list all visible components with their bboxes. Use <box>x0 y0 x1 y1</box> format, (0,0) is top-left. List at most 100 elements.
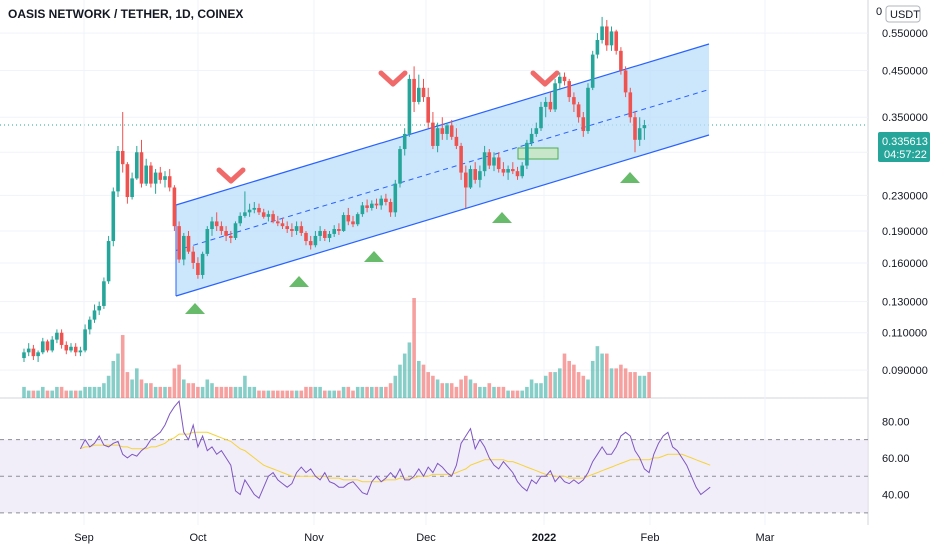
candle-body <box>45 341 50 351</box>
candle <box>478 165 482 188</box>
candle-body <box>637 128 642 140</box>
last-price-value: 0.335613 <box>882 136 928 148</box>
candle-body <box>605 26 609 46</box>
candle-body <box>78 350 83 353</box>
candle <box>177 221 181 263</box>
volume-bar <box>276 390 280 398</box>
volume-bar <box>55 386 59 398</box>
candle-body <box>135 152 139 179</box>
volume-bar <box>614 368 618 398</box>
candle-body <box>261 212 266 217</box>
candle <box>55 329 59 344</box>
volume-bar <box>393 375 398 398</box>
candle-body <box>379 198 383 206</box>
candle-body <box>191 251 195 263</box>
candle-body <box>26 348 31 353</box>
candle <box>412 66 416 112</box>
candle <box>511 162 515 175</box>
volume-bar <box>539 383 543 398</box>
axes: 0.5500000.4500000.3500000.2900000.230000… <box>74 28 928 544</box>
candle <box>308 235 313 250</box>
candle <box>172 185 177 231</box>
volume-bar <box>229 386 233 398</box>
top-marker <box>216 167 246 184</box>
volume-bar <box>219 386 224 398</box>
candle-body <box>529 133 534 143</box>
bottom-marker <box>185 303 205 314</box>
candle <box>31 344 36 361</box>
candle-body <box>558 76 562 84</box>
candle <box>299 221 304 236</box>
candle <box>64 341 69 355</box>
volume-bar <box>266 390 271 398</box>
candle-body <box>219 226 224 231</box>
candle-body <box>365 205 369 208</box>
currency-badge[interactable]: USDT <box>885 5 921 23</box>
candle <box>609 26 614 51</box>
bar-countdown: 04:57:22 <box>884 149 927 161</box>
volume-bar <box>102 383 106 398</box>
candle-body <box>384 198 388 202</box>
candle-body <box>318 230 322 236</box>
candle-body <box>337 229 341 231</box>
candle <box>431 111 435 150</box>
volume-bar <box>435 379 440 398</box>
candle <box>41 337 45 355</box>
candle <box>73 343 78 357</box>
candle <box>440 117 445 140</box>
candle <box>473 162 477 184</box>
volume-bars <box>22 298 651 398</box>
volume-bar <box>341 386 346 398</box>
candle-body <box>454 136 459 146</box>
volume-bar <box>525 386 529 398</box>
currency-suffix: 0 <box>876 6 882 18</box>
candle-body <box>525 142 529 166</box>
candle-body <box>346 215 351 222</box>
candle <box>529 128 534 146</box>
candle-body <box>130 178 134 198</box>
candle-body <box>590 54 595 88</box>
candle <box>106 235 111 284</box>
volume-bar <box>487 383 492 398</box>
candle <box>252 201 257 214</box>
candle <box>327 230 332 243</box>
candle <box>97 301 101 315</box>
volume-bar <box>177 364 181 398</box>
candle <box>572 92 576 112</box>
volume-bar <box>97 386 101 398</box>
candle <box>633 111 637 153</box>
volume-bar <box>384 386 388 398</box>
candle <box>417 74 421 105</box>
volume-bar <box>492 386 496 398</box>
price-tick-label: 0.190000 <box>882 226 928 238</box>
candle-body <box>543 101 548 107</box>
candle-body <box>229 235 233 238</box>
candle-body <box>445 125 449 134</box>
candle-body <box>586 87 590 132</box>
candle <box>247 203 252 217</box>
channel-midline <box>175 89 710 251</box>
candle <box>149 162 153 188</box>
candle-body <box>285 226 289 230</box>
volume-bar <box>172 368 177 398</box>
candle <box>421 78 426 102</box>
candle-body <box>398 149 402 184</box>
candle <box>50 336 54 353</box>
candle <box>398 145 402 188</box>
volume-bar <box>41 386 45 398</box>
volume-bar <box>468 379 473 398</box>
candle-body <box>31 348 36 357</box>
candle <box>191 246 195 269</box>
volume-bar <box>445 383 449 398</box>
volume-bar <box>637 375 642 398</box>
time-tick-label: Oct <box>189 532 206 544</box>
candle-body <box>435 128 440 146</box>
volume-bar <box>111 360 116 398</box>
candle-body <box>595 39 600 55</box>
candle <box>83 324 87 353</box>
volume-bar <box>280 390 285 398</box>
candle <box>600 16 604 44</box>
bottom-marker <box>492 212 512 223</box>
rsi-line <box>79 400 711 499</box>
candle-body <box>515 171 520 177</box>
